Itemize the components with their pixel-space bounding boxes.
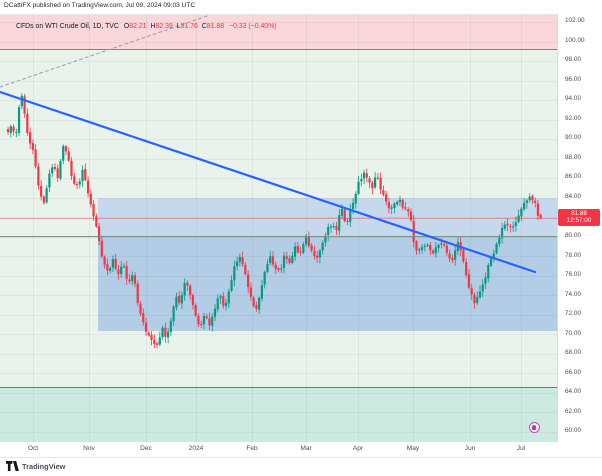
- time-tick-label: Apr: [352, 445, 364, 452]
- price-tick-label: 60.00: [565, 427, 581, 435]
- ohlc-item: H82.39: [150, 23, 173, 30]
- price-tick-label: 68.00: [565, 349, 581, 357]
- candlestick-layer: [0, 15, 557, 442]
- time-axis[interactable]: Oct Nov Dec 2024 Feb Mar Apr May Jun Jul: [0, 442, 602, 458]
- time-tick-label: Jul: [516, 445, 526, 452]
- price-tick-label: 94.00: [565, 95, 581, 103]
- price-axis[interactable]: 81.88 12:57:00 102.00 100.00 98.00 96.00 94.…: [558, 14, 602, 441]
- time-tick-label: Nov: [83, 445, 95, 452]
- time-tick-label: Oct: [27, 445, 39, 452]
- price-tick-label: 86.00: [565, 173, 581, 181]
- idea-marker-icon[interactable]: [529, 422, 540, 433]
- price-tick-label: 96.00: [565, 75, 581, 83]
- price-tick-label: 70.00: [565, 329, 581, 337]
- tradingview-logo-icon: [6, 461, 19, 471]
- time-tick-label: Jun: [464, 445, 476, 452]
- time-tick-label: Dec: [140, 445, 152, 452]
- symbol-legend: CFDs on WTI Crude Oil, 1D, TVC O82.21 H82…: [16, 23, 277, 30]
- drawing-layer: [0, 15, 557, 274]
- chart-pane[interactable]: CFDs on WTI Crude Oil, 1D, TVC O82.21 H82…: [0, 14, 558, 443]
- symbol-title[interactable]: CFDs on WTI Crude Oil, 1D, TVC: [16, 23, 119, 30]
- price-tick-label: 88.00: [565, 153, 581, 161]
- price-tick-label: 66.00: [565, 368, 581, 376]
- ohlc-item: C81.88: [201, 23, 225, 30]
- price-tick-label: 72.00: [565, 310, 581, 318]
- time-tick-label: 2024: [188, 445, 204, 452]
- price-tick-label: 78.00: [565, 251, 581, 259]
- price-tick-label: 76.00: [565, 271, 581, 279]
- price-tick-label: 100.00: [565, 36, 585, 44]
- tradingview-brand[interactable]: TradingView: [6, 461, 65, 471]
- price-tick-label: 84.00: [565, 192, 581, 200]
- dashed-extension[interactable]: [0, 15, 211, 88]
- time-tick-label: May: [406, 445, 420, 452]
- price-tick-label: 80.00: [565, 232, 581, 239]
- bar-countdown: 12:57:00: [566, 217, 592, 225]
- attribution-text: DCattiFX published on TradingView.com, J…: [4, 2, 196, 9]
- brand-text: TradingView: [22, 461, 66, 471]
- current-price: 81.88: [571, 210, 587, 218]
- price-tick-label: 62.00: [565, 407, 581, 415]
- price-tick-label: 98.00: [565, 56, 581, 64]
- change-value: −0.33 (−0.40%): [229, 23, 277, 30]
- downtrend-line[interactable]: [0, 90, 537, 274]
- price-tick-label: 74.00: [565, 290, 581, 298]
- time-tick-label: Mar: [300, 445, 312, 452]
- footer: TradingView: [0, 458, 602, 476]
- price-tick-label: 92.00: [565, 114, 581, 122]
- price-tick-label: 102.00: [565, 17, 585, 25]
- time-tick-label: Feb: [246, 445, 258, 452]
- price-tick-label: 90.00: [565, 134, 581, 142]
- price-tick-label: 64.00: [565, 388, 581, 396]
- current-price-badge: 81.88 12:57:00: [558, 209, 600, 226]
- ohlc-item: L81.76: [176, 23, 198, 30]
- ohlc-item: O82.21: [123, 23, 147, 30]
- ohlc-values: O82.21 H82.39 L81.76 C81.88: [124, 23, 224, 30]
